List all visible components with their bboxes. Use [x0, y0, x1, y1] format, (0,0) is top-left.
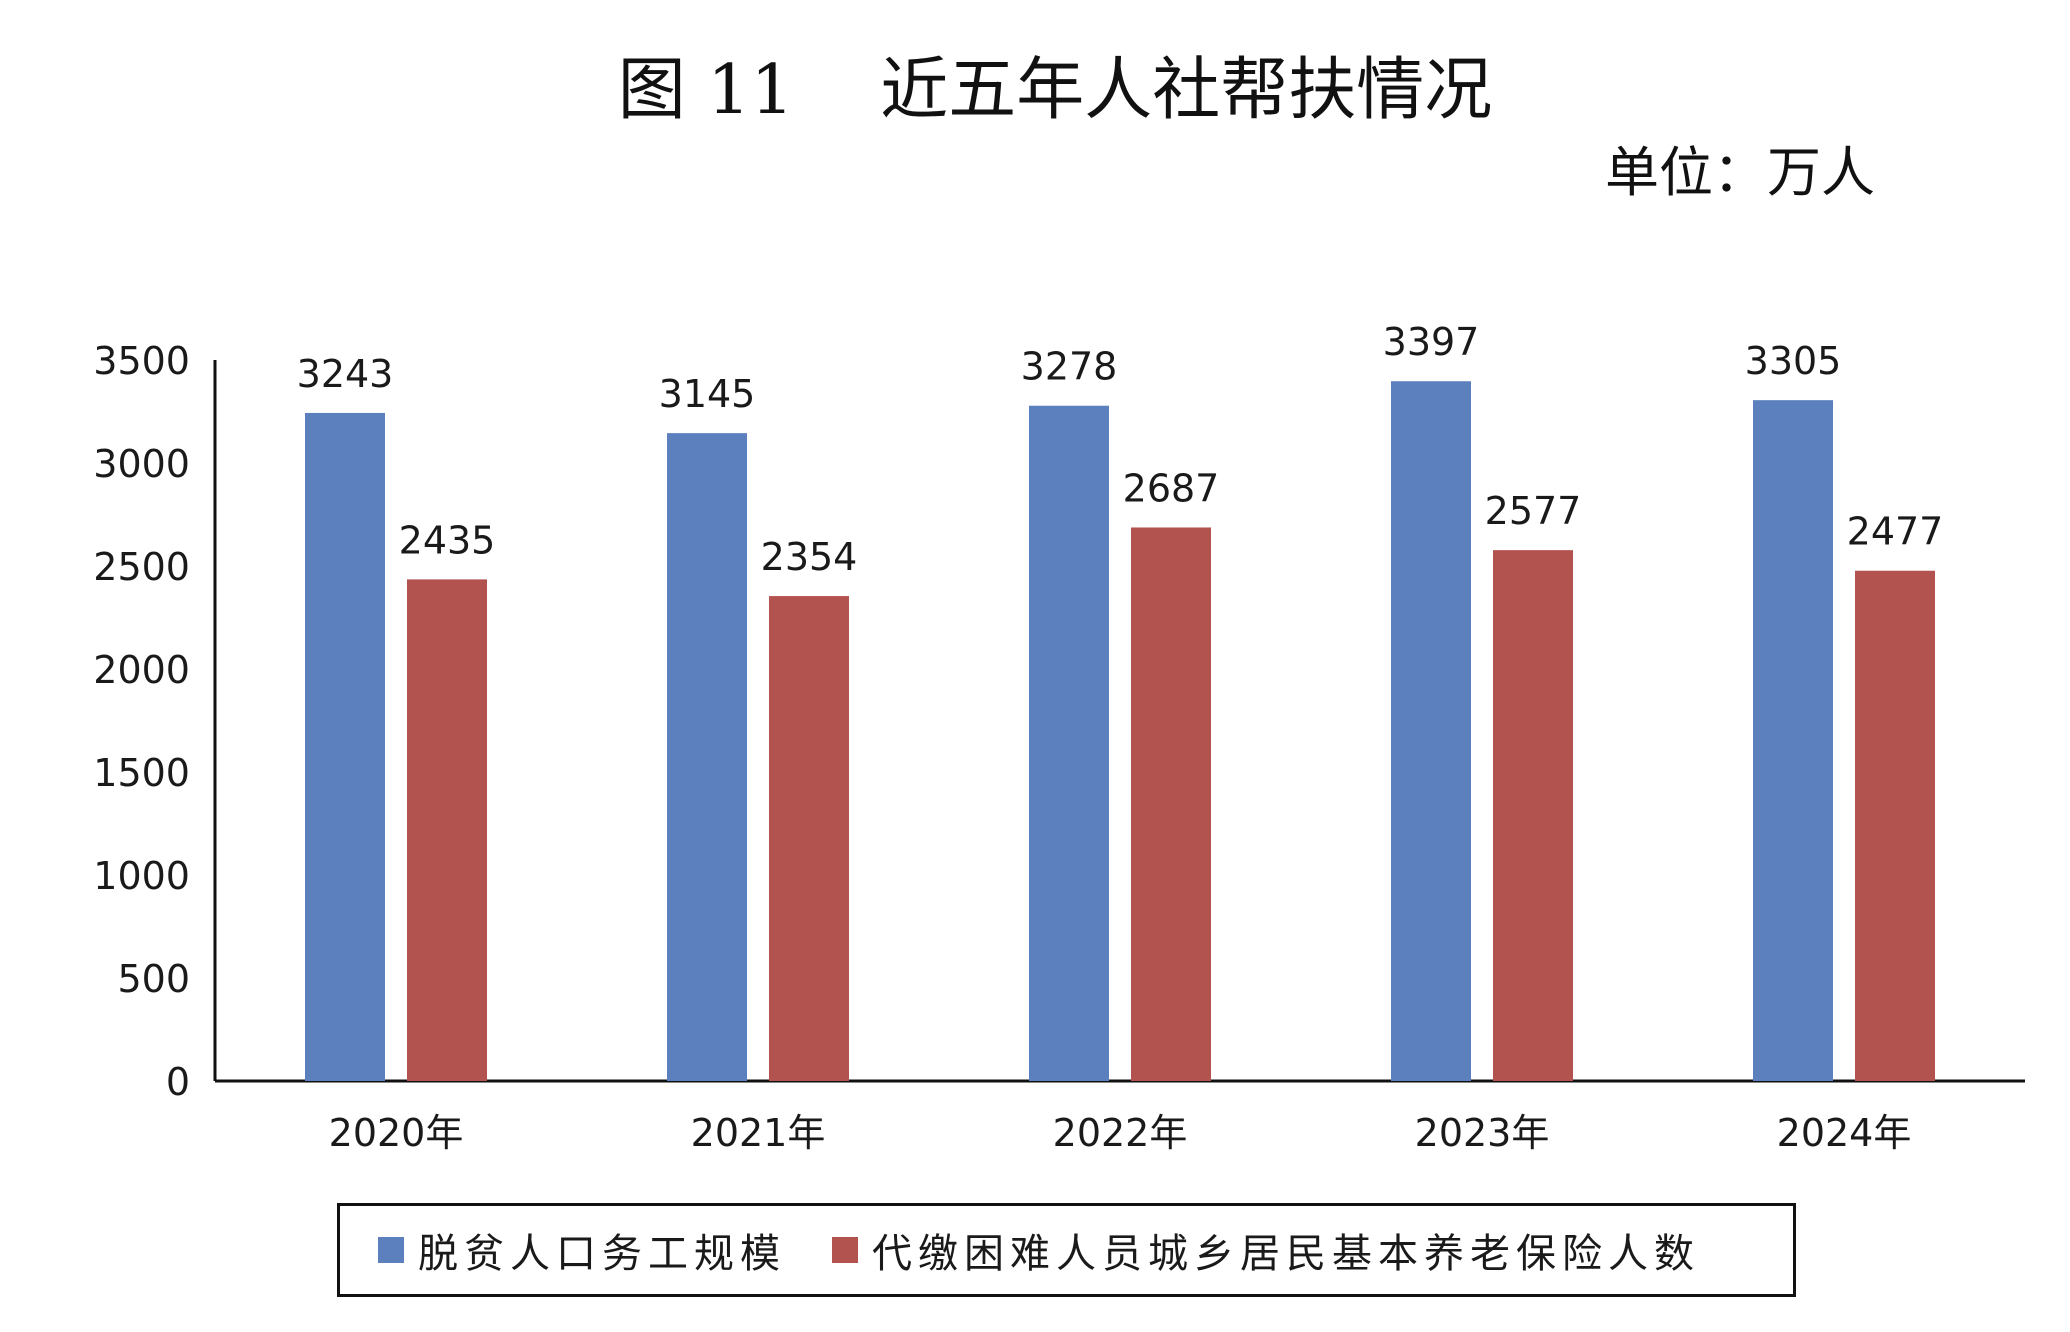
- bar-series-2-2023年: [1493, 550, 1573, 1081]
- y-tick-label: 2500: [93, 545, 190, 589]
- data-label-series-2: 2435: [399, 518, 496, 562]
- data-label-series-2: 2477: [1847, 510, 1944, 554]
- chart-bars: [305, 381, 1935, 1081]
- bar-series-2-2022年: [1131, 527, 1211, 1081]
- x-category-label: 2020年: [329, 1111, 464, 1155]
- data-label-series-1: 3397: [1383, 320, 1480, 364]
- bar-series-2-2024年: [1855, 570, 1935, 1081]
- data-label-series-2: 2354: [761, 535, 858, 579]
- y-tick-label: 500: [117, 957, 190, 1001]
- bar-series-1-2020年: [305, 412, 385, 1081]
- data-label-series-1: 3145: [659, 372, 756, 416]
- data-label-series-1: 3243: [297, 352, 394, 396]
- chart-title: 图 11 近五年人社帮扶情况: [617, 51, 1493, 130]
- y-tick-label: 0: [166, 1060, 190, 1104]
- chart-axes: [213, 360, 2025, 1083]
- legend-swatch-series-1: [378, 1237, 404, 1263]
- bar-series-2-2021年: [769, 596, 849, 1081]
- y-tick-label: 3000: [93, 442, 190, 486]
- bar-series-1-2022年: [1029, 405, 1109, 1081]
- unit-label: 单位：万人: [1605, 141, 1875, 204]
- data-label-series-1: 3305: [1745, 339, 1842, 383]
- y-tick-label: 3500: [93, 339, 190, 383]
- data-label-series-1: 3278: [1021, 345, 1118, 389]
- bar-series-1-2024年: [1753, 400, 1833, 1081]
- legend-item-series-1: 脱贫人口务工规模: [378, 1221, 786, 1279]
- x-category-label: 2021年: [691, 1111, 826, 1155]
- bar-series-1-2023年: [1391, 381, 1471, 1081]
- y-tick-label: 1500: [93, 751, 190, 795]
- legend-label-series-2: 代缴困难人员城乡居民基本养老保险人数: [872, 1231, 1700, 1277]
- x-category-label: 2023年: [1415, 1111, 1550, 1155]
- legend-swatch-series-2: [832, 1237, 858, 1263]
- chart-labels: 0 500 1000 1500 2000 2500 3000 3500 3243 2435 2020…: [93, 320, 1943, 1155]
- chart-legend: 脱贫人口务工规模 代缴困难人员城乡居民基本养老保险人数: [337, 1203, 1796, 1297]
- x-category-label: 2024年: [1777, 1111, 1912, 1155]
- x-category-label: 2022年: [1053, 1111, 1188, 1155]
- bar-series-2-2020年: [407, 579, 487, 1081]
- data-label-series-2: 2577: [1485, 489, 1582, 533]
- legend-label-series-1: 脱贫人口务工规模: [418, 1231, 786, 1277]
- bar-series-1-2021年: [667, 433, 747, 1081]
- y-tick-label: 1000: [93, 854, 190, 898]
- y-tick-label: 2000: [93, 648, 190, 692]
- legend-item-series-2: 代缴困难人员城乡居民基本养老保险人数: [832, 1221, 1700, 1279]
- data-label-series-2: 2687: [1123, 466, 1220, 510]
- bar-chart: 0 500 1000 1500 2000 2500 3000 3500 3243 2435 2020…: [93, 320, 2025, 1155]
